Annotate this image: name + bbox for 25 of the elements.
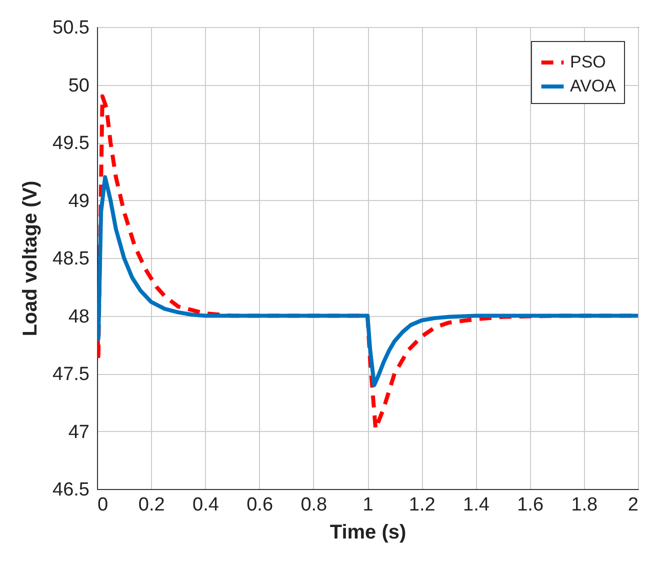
legend-label: PSO (570, 52, 606, 72)
x-tick-label: 1 (362, 494, 374, 516)
y-axis-title: Load voltage (V) (20, 180, 42, 336)
x-tick-label: 0 (98, 494, 108, 516)
x-axis-title: Time (s) (330, 522, 406, 544)
y-tick-label: 47.5 (52, 364, 90, 385)
y-tick-label: 48 (68, 306, 90, 328)
x-tick-label: 0.8 (300, 494, 328, 516)
y-tick-label: 50.5 (52, 18, 90, 38)
x-tick-label: 0.2 (138, 494, 165, 516)
y-tick-label: 49 (68, 190, 90, 212)
line-series (97, 175, 638, 388)
y-tick-label: 50 (68, 75, 90, 96)
y-tick-label: 46.5 (52, 480, 90, 500)
x-tick-label: 1.2 (408, 494, 436, 516)
legend-label: AVOA (570, 76, 617, 96)
y-tick-label: 47 (68, 422, 90, 443)
y-tick-label: 49.5 (52, 133, 90, 154)
x-tick-label: 0.4 (192, 494, 220, 516)
x-tick-label: 1.6 (517, 494, 544, 516)
x-tick-label: 1.8 (571, 494, 598, 516)
x-tick-label: 2 (628, 494, 638, 516)
x-tick-label: 0.6 (246, 494, 274, 516)
x-tick-label: 1.4 (462, 494, 490, 516)
y-tick-label: 48.5 (52, 248, 90, 270)
